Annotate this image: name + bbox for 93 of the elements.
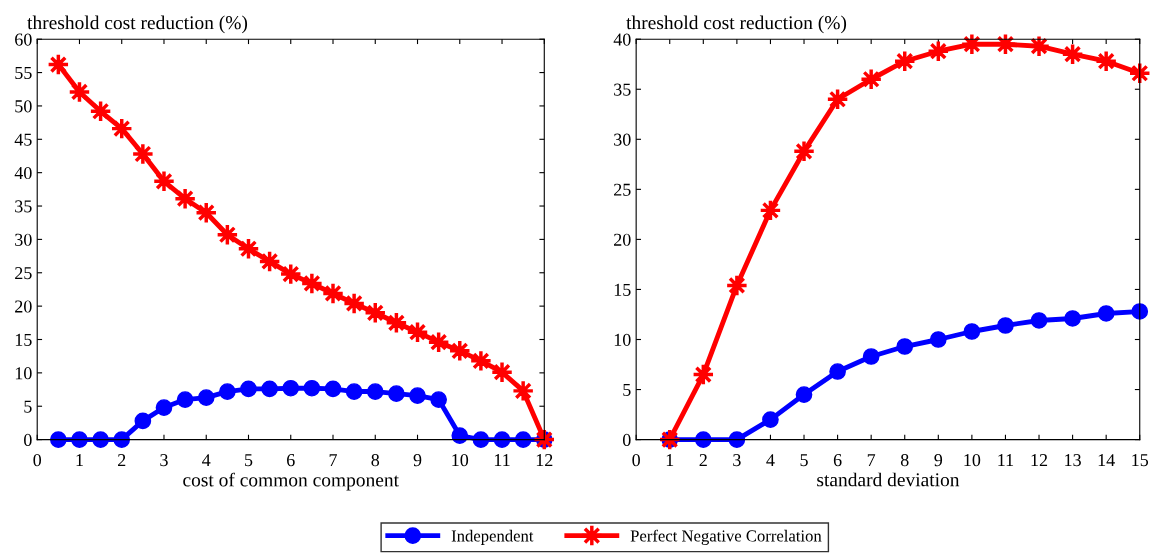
y-tick-label: 50 [15, 100, 32, 113]
point [694, 431, 712, 448]
point [261, 380, 278, 398]
x-tick-label: 5 [245, 454, 253, 467]
y-tick-label: 25 [614, 183, 631, 196]
point [345, 383, 363, 400]
point [155, 399, 173, 416]
point [862, 348, 880, 365]
x-tick-label: 15 [1132, 454, 1149, 467]
x-tick-label: 2 [118, 454, 126, 467]
y-tick-label: 20 [15, 300, 32, 313]
point [219, 383, 236, 400]
x-tick-label: 12 [1031, 454, 1048, 467]
x-tick-label: 11 [998, 454, 1014, 467]
point [728, 431, 746, 448]
x-tick-label: 7 [329, 454, 337, 467]
point [493, 431, 511, 448]
x-tick-label: 0 [632, 454, 640, 467]
legend-label: Perfect Negative Correlation [630, 529, 822, 545]
point [388, 385, 405, 402]
y-tick-label: 35 [15, 200, 32, 213]
point [963, 323, 981, 340]
y-tick-label: 45 [14, 133, 32, 146]
y-axis-title: threshold cost reduction (%) [626, 15, 847, 34]
y-tick-label: 20 [614, 233, 631, 246]
point [829, 363, 846, 380]
x-tick-label: 13 [1065, 454, 1081, 467]
legend-label: Independent [451, 529, 534, 545]
point [409, 387, 426, 404]
point [366, 383, 384, 400]
y-tick-label: 55 [15, 67, 32, 80]
point [113, 431, 131, 448]
y-tick-label: 5 [24, 400, 32, 413]
x-tick-label: 2 [699, 454, 707, 467]
x-tick-label: 1 [666, 454, 674, 467]
point [514, 431, 532, 448]
y-tick-label: 30 [614, 133, 631, 146]
point [1064, 310, 1081, 327]
y-tick-label: 5 [623, 383, 631, 396]
x-tick-label: 3 [733, 454, 741, 467]
y-axis-title: threshold cost reduction (%) [27, 15, 248, 34]
point [430, 391, 447, 408]
y-tick-label: 15 [15, 333, 32, 346]
point [324, 380, 342, 398]
point [176, 391, 194, 408]
x-tick-label: 9 [934, 454, 943, 467]
y-tick-label: 0 [622, 433, 631, 447]
point [303, 379, 321, 397]
y-tick-label: 10 [15, 367, 32, 380]
x-tick-label: 4 [202, 454, 211, 467]
point [240, 380, 257, 398]
x-tick-label: 10 [452, 454, 469, 467]
point [762, 411, 779, 428]
y-tick-label: 25 [15, 267, 32, 280]
point [50, 431, 67, 448]
y-tick-label: 0 [24, 433, 32, 447]
x-tick-label: 7 [867, 454, 876, 467]
x-tick-label: 14 [1098, 454, 1115, 467]
x-tick-label: 6 [833, 454, 842, 467]
point [451, 427, 469, 444]
point [896, 338, 914, 355]
x-tick-label: 8 [900, 454, 909, 467]
x-tick-label: 12 [536, 454, 553, 467]
point [134, 412, 152, 430]
y-tick-label: 40 [613, 33, 631, 46]
point [1097, 305, 1115, 322]
x-tick-label: 3 [160, 454, 168, 467]
x-tick-label: 5 [800, 454, 808, 467]
x-tick-label: 11 [494, 454, 510, 467]
point [472, 431, 490, 448]
x-tick-label: 1 [76, 454, 83, 467]
point [929, 331, 947, 348]
y-tick-label: 30 [15, 233, 32, 246]
point [282, 379, 300, 397]
x-axis-title: cost of common component [183, 472, 399, 491]
y-tick-label: 60 [15, 33, 32, 46]
point [92, 431, 109, 448]
y-tick-label: 40 [14, 166, 32, 180]
x-tick-label: 9 [413, 454, 422, 467]
x-tick-label: 8 [371, 454, 380, 467]
x-tick-label: 0 [33, 454, 42, 467]
point [71, 431, 88, 448]
x-tick-label: 6 [287, 454, 295, 467]
point [1030, 312, 1048, 329]
x-tick-label: 10 [964, 454, 981, 467]
x-axis-title: standard deviation [817, 472, 960, 487]
y-tick-label: 15 [614, 283, 631, 296]
point [795, 386, 813, 403]
y-tick-label: 10 [614, 333, 631, 346]
x-tick-label: 4 [766, 454, 775, 467]
point [997, 317, 1014, 334]
y-tick-label: 35 [614, 83, 631, 96]
point [197, 389, 215, 406]
